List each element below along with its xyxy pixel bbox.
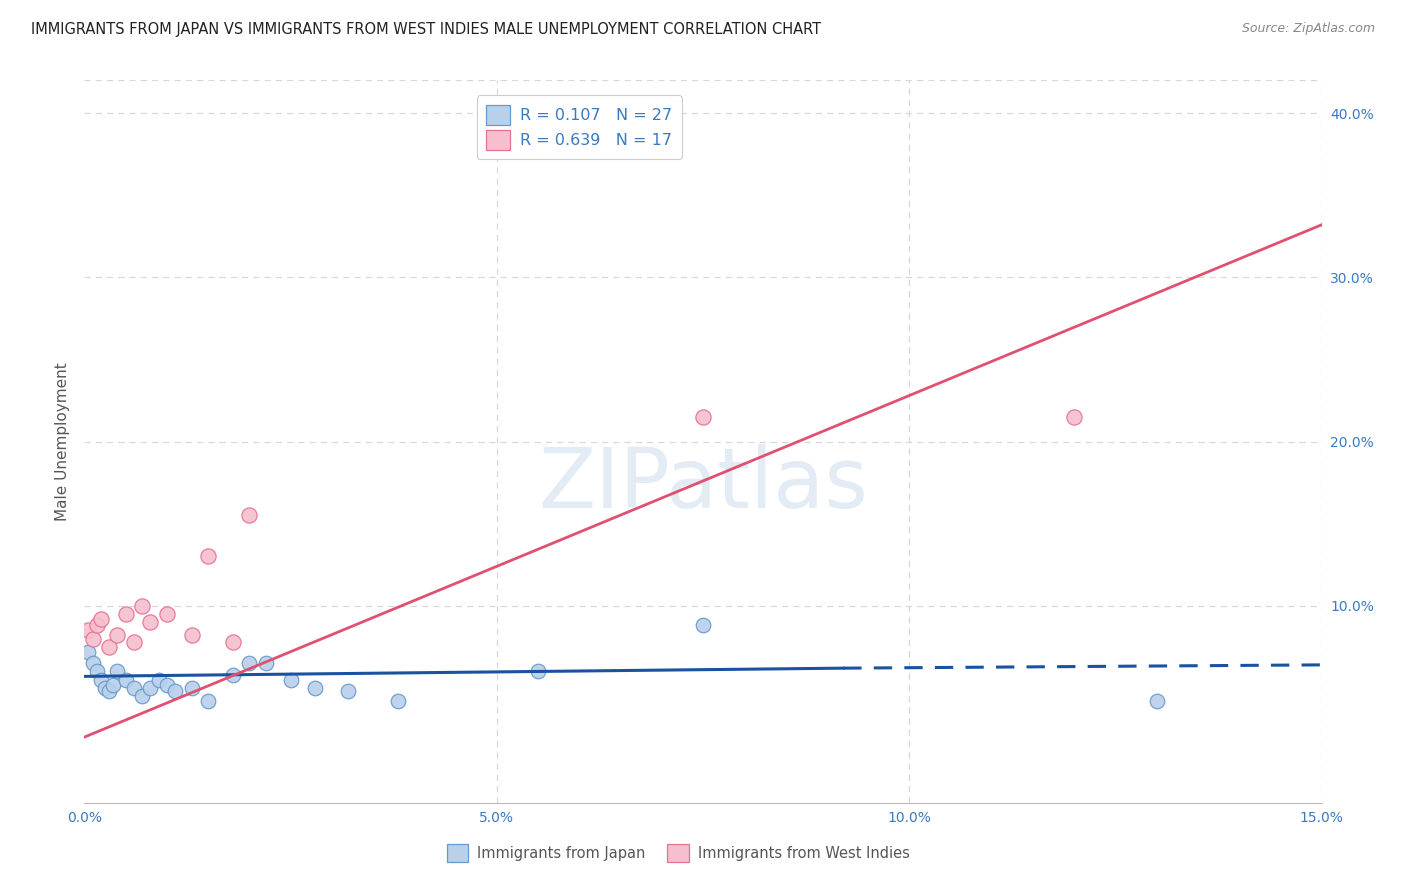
Point — [1146, 694, 1168, 708]
Point — [131, 599, 153, 613]
Point — [139, 681, 162, 695]
Point — [222, 667, 245, 681]
Point — [82, 632, 104, 646]
Point — [156, 607, 179, 621]
Point — [180, 681, 202, 695]
Legend: Immigrants from Japan, Immigrants from West Indies: Immigrants from Japan, Immigrants from W… — [440, 838, 915, 868]
Point — [98, 640, 121, 654]
Point — [94, 681, 117, 695]
Point — [98, 684, 121, 698]
Point — [114, 673, 136, 687]
Point — [114, 607, 136, 621]
Point — [105, 628, 128, 642]
Point — [692, 409, 714, 424]
Point — [197, 694, 219, 708]
Point — [387, 694, 409, 708]
Point — [90, 612, 112, 626]
Point — [156, 677, 179, 691]
Point — [238, 657, 260, 671]
Point — [527, 665, 550, 679]
Point — [148, 673, 170, 687]
Point — [692, 618, 714, 632]
Point — [197, 549, 219, 564]
Point — [165, 684, 187, 698]
Point — [77, 645, 100, 659]
Point — [86, 618, 108, 632]
Point — [238, 508, 260, 523]
Point — [77, 624, 100, 638]
Text: IMMIGRANTS FROM JAPAN VS IMMIGRANTS FROM WEST INDIES MALE UNEMPLOYMENT CORRELATI: IMMIGRANTS FROM JAPAN VS IMMIGRANTS FROM… — [31, 22, 821, 37]
Text: ZIPatlas: ZIPatlas — [538, 444, 868, 525]
Y-axis label: Male Unemployment: Male Unemployment — [55, 362, 70, 521]
Point — [337, 684, 360, 698]
Point — [139, 615, 162, 630]
Point — [82, 657, 104, 671]
Text: Source: ZipAtlas.com: Source: ZipAtlas.com — [1241, 22, 1375, 36]
Point — [86, 665, 108, 679]
Point — [122, 681, 145, 695]
Point — [304, 681, 326, 695]
Point — [180, 628, 202, 642]
Point — [105, 665, 128, 679]
Point — [254, 657, 277, 671]
Point — [90, 673, 112, 687]
Point — [131, 689, 153, 703]
Point — [222, 635, 245, 649]
Point — [280, 673, 302, 687]
Point — [1063, 409, 1085, 424]
Point — [122, 635, 145, 649]
Point — [103, 677, 125, 691]
